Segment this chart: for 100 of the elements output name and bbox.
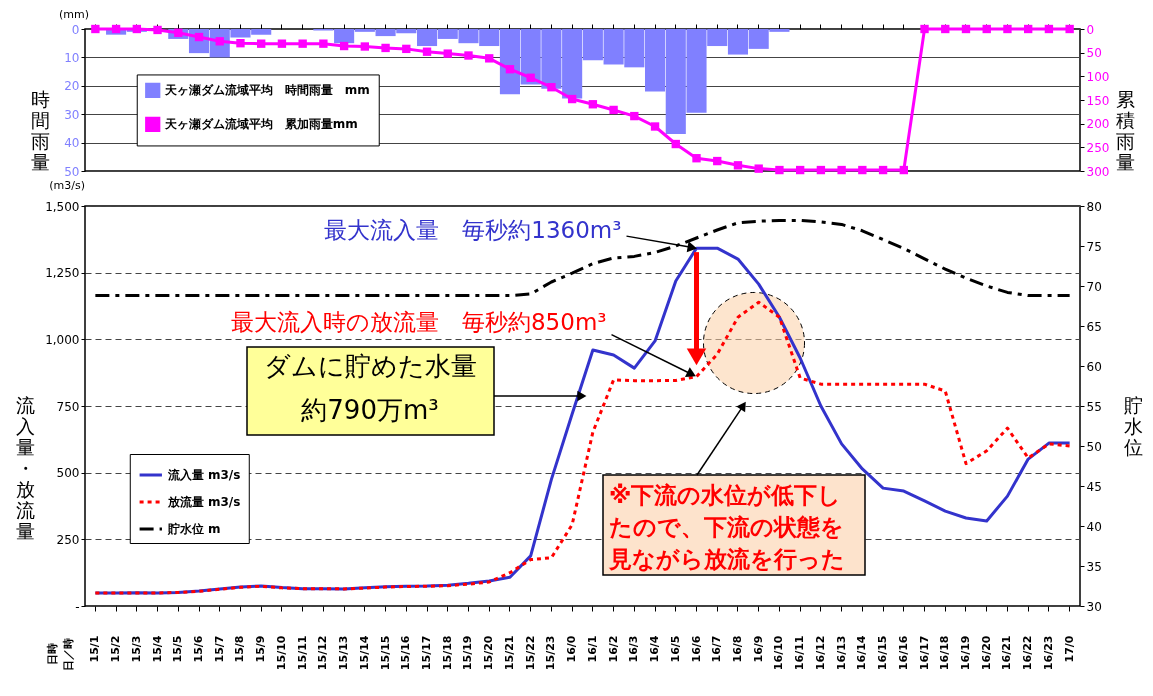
- y2-tick-label: 150: [1086, 93, 1110, 108]
- legend-label: 貯水位 m: [166, 522, 221, 536]
- x-tick-label: 15/6: [192, 635, 206, 663]
- x-tick-label: 15/16: [399, 635, 413, 671]
- point: [650, 122, 660, 131]
- x-tick-label: 15/23: [544, 635, 558, 671]
- y-tick-label: 30: [64, 107, 80, 122]
- x-tick-label: 15/4: [150, 635, 164, 663]
- point: [236, 39, 245, 48]
- y2-tick-label: 50: [1086, 439, 1102, 454]
- legend-label: 天ヶ瀬ダム流域平均 累加雨量mm: [163, 117, 358, 132]
- y2-tick-label: 40: [1086, 519, 1102, 534]
- legend-label: 放流量 m3/s: [166, 495, 241, 509]
- text: 日／時: [62, 637, 75, 671]
- point: [630, 111, 639, 121]
- point: [1065, 24, 1074, 34]
- point: [588, 100, 598, 109]
- x-tick-label: 16/17: [917, 635, 931, 671]
- point: [91, 24, 100, 34]
- x-tick-label: 16/3: [627, 635, 641, 663]
- y-tick-label: 1,250: [45, 266, 80, 281]
- x-tick-label: 15/18: [440, 635, 454, 671]
- point: [837, 165, 846, 175]
- x-tick-label: 16/23: [1041, 635, 1055, 671]
- x-tick-label: 15/20: [482, 635, 496, 671]
- x-tick-label: 15/7: [212, 635, 226, 663]
- annotation: ダムに貯めた水量約790万m³: [263, 351, 477, 425]
- point: [567, 94, 577, 104]
- point: [1003, 24, 1012, 34]
- x-tick-label: 15/5: [171, 635, 185, 663]
- x-tick-label: 15/9: [254, 635, 268, 663]
- x-tick-label: 16/10: [772, 635, 786, 671]
- point: [733, 161, 743, 170]
- point: [754, 164, 763, 173]
- y-tick-label: 0: [71, 22, 80, 37]
- y-axis-title: 時間雨量: [30, 88, 50, 173]
- annotation: 最大流入時の放流量 毎秒約850m³: [230, 308, 607, 335]
- point: [547, 83, 556, 92]
- point: [795, 165, 805, 175]
- text: (m3/s): [49, 179, 85, 192]
- y2-tick-label: 30: [1086, 599, 1102, 614]
- point: [692, 154, 701, 163]
- y-tick-label: 1,000: [45, 332, 80, 347]
- x-tick-label: 15/19: [461, 635, 475, 671]
- y2-tick-label: 70: [1086, 279, 1102, 294]
- point: [319, 39, 328, 48]
- y2-tick-label: 60: [1086, 359, 1102, 374]
- point: [257, 39, 266, 48]
- line-series: [93, 218, 1072, 298]
- x-tick-label: 16/21: [1000, 635, 1014, 671]
- x-tick-label: 16/13: [834, 635, 848, 671]
- point: [878, 165, 888, 175]
- point: [775, 165, 784, 175]
- y2-tick-label: 55: [1086, 399, 1102, 414]
- y-tick-label: 50: [64, 164, 80, 179]
- y-tick-label: 1,500: [45, 199, 80, 214]
- x-tick-label: 15/21: [502, 635, 516, 671]
- x-tick-label: 15/10: [274, 635, 288, 671]
- point: [899, 165, 908, 175]
- y-tick-label: -: [75, 599, 80, 614]
- point: [713, 156, 722, 166]
- point: [339, 41, 349, 51]
- x-tick-label: 15/22: [523, 635, 537, 671]
- point: [920, 24, 929, 34]
- y2-tick-label: 50: [1086, 46, 1102, 61]
- point: [982, 24, 991, 34]
- point: [443, 49, 452, 58]
- x-tick-label: 16/18: [938, 635, 952, 671]
- y2-axis-title: 累積雨量: [1115, 88, 1135, 173]
- x-tick-label: 16/20: [979, 635, 993, 671]
- y2-tick-label: 200: [1086, 117, 1110, 132]
- legend-label: 天ヶ瀬ダム流域平均 時間雨量 mm: [163, 83, 370, 98]
- point: [1023, 24, 1033, 34]
- y2-tick-label: 100: [1086, 69, 1110, 84]
- y-tick-label: 750: [56, 399, 80, 414]
- point: [381, 43, 390, 53]
- legend-label: 流入量 m3/s: [166, 468, 241, 482]
- x-tick-label: 15/15: [378, 635, 392, 671]
- y2-tick-label: 65: [1086, 319, 1102, 334]
- y2-tick-label: 45: [1086, 479, 1102, 494]
- x-tick-label: 16/9: [751, 635, 765, 663]
- point: [464, 51, 473, 60]
- x-tick-label: 16/22: [1021, 635, 1035, 671]
- point: [858, 165, 867, 175]
- point: [485, 54, 494, 63]
- x-tick-label: 15/13: [337, 635, 351, 671]
- y2-axis-title: 貯水位: [1123, 394, 1143, 458]
- x-tick-label: 15/3: [129, 635, 143, 663]
- x-tick-label: 16/7: [710, 635, 724, 663]
- x-tick-label: 15/12: [316, 635, 330, 671]
- x-tick-label: 15/14: [357, 635, 371, 671]
- x-tick-label: 16/2: [606, 635, 620, 663]
- y2-tick-label: 80: [1086, 199, 1102, 214]
- annotation: ※下流の水位が低下したので、下流の状態を見ながら放流を行った: [608, 482, 845, 572]
- point: [609, 105, 618, 115]
- x-tick-label: 16/4: [648, 635, 662, 663]
- point: [816, 165, 826, 175]
- point: [153, 25, 162, 35]
- point: [671, 139, 680, 149]
- x-tick-label: 16/11: [793, 635, 807, 671]
